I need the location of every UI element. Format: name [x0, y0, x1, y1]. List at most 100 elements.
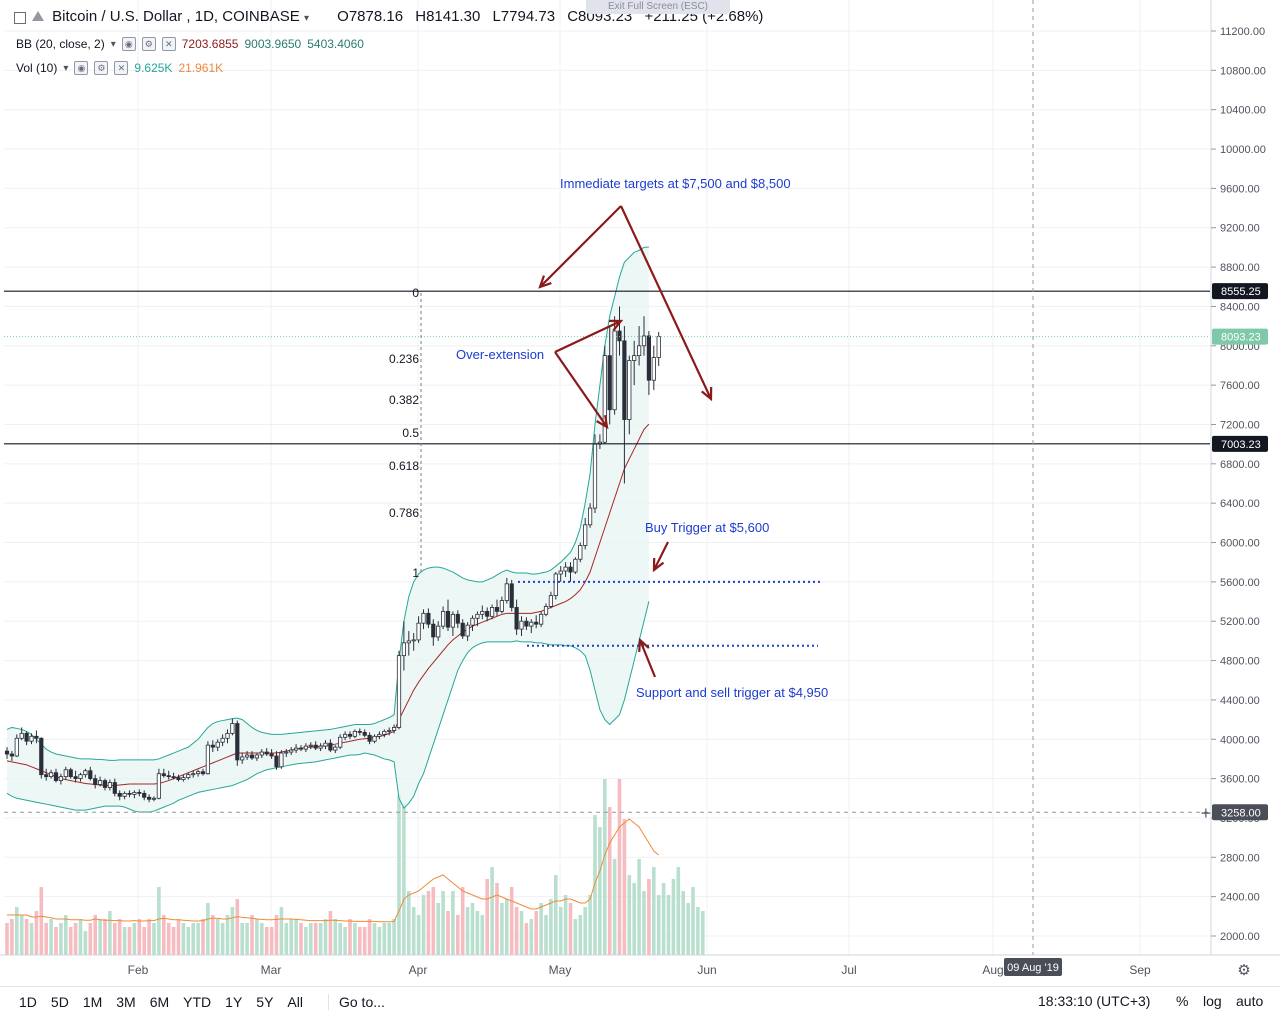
time-tick-label: Apr	[409, 963, 428, 977]
volume-bar	[122, 927, 127, 955]
volume-bar	[431, 887, 436, 955]
candle-body	[117, 792, 122, 797]
candle-body	[137, 791, 142, 794]
candle-body	[539, 613, 544, 625]
chevron-down-icon[interactable]: ▾	[110, 38, 116, 50]
candle-body	[632, 355, 637, 361]
vol-indicator-name[interactable]: Vol (10)	[16, 61, 58, 75]
price-axis: 11200.00 10800.00 10400.00 10000.00 9600.00 9…	[1200, 0, 1280, 955]
gear-icon[interactable]: ⚙	[1237, 961, 1250, 979]
candle-body	[34, 735, 39, 739]
time-tick-label: May	[549, 963, 572, 977]
volume-bar	[612, 859, 617, 955]
candle-body	[470, 617, 475, 626]
candle-body	[455, 613, 460, 624]
volume-bar	[299, 923, 303, 955]
range-button-1m[interactable]: 1M	[82, 994, 103, 1010]
candle-body	[289, 749, 294, 753]
candle-body	[602, 355, 607, 443]
candle-body	[279, 752, 284, 768]
volume-bar	[152, 923, 156, 955]
volume-bar	[681, 891, 685, 955]
candle-body	[637, 345, 642, 357]
exit-fullscreen-button[interactable]: Exit Full Screen (ESC)	[586, 0, 730, 14]
candle-body	[421, 612, 426, 624]
eye-icon[interactable]: ◉	[74, 61, 89, 75]
candle-body	[9, 753, 14, 757]
time-tick-label: Feb	[128, 963, 149, 977]
time-tick-label: Jun	[697, 963, 716, 977]
candle-body	[44, 774, 49, 778]
price-label-box	[1212, 435, 1268, 452]
volume-bar	[353, 923, 357, 955]
volume-bar	[117, 919, 122, 955]
close-icon[interactable]: ✕	[114, 61, 129, 75]
range-button-1y[interactable]: 1Y	[225, 994, 243, 1010]
volume-bar	[465, 907, 470, 955]
candle-body	[240, 756, 245, 761]
range-button-6m[interactable]: 6M	[149, 994, 170, 1010]
bb-indicator-name[interactable]: BB (20, close, 2)	[16, 37, 105, 51]
symbol-title[interactable]: Bitcoin / U.S. Dollar	[52, 8, 183, 25]
volume-bar	[554, 875, 558, 955]
volume-bar	[333, 919, 338, 955]
volume-bar	[304, 927, 308, 955]
candle-body	[529, 621, 534, 627]
exchange: COINBASE	[222, 8, 300, 25]
candle-body	[519, 620, 524, 630]
chevron-down-icon[interactable]: ▾	[63, 62, 69, 74]
volume-bar	[568, 903, 573, 955]
range-button-3m[interactable]: 3M	[116, 994, 136, 1010]
clock[interactable]: 18:33:10 (UTC+3)	[1038, 993, 1151, 1009]
candlestick-series	[4, 306, 661, 803]
candle-body	[480, 610, 485, 615]
range-button-all[interactable]: All	[287, 994, 303, 1010]
eye-icon[interactable]: ◉	[121, 37, 136, 51]
candle-body	[107, 782, 112, 788]
volume-bar	[402, 803, 406, 955]
candle-body	[73, 776, 78, 780]
volume-bar	[637, 859, 641, 955]
candle-body	[200, 771, 206, 775]
volume-bar	[196, 923, 200, 955]
volume-bar	[470, 903, 475, 955]
volume-bar	[78, 919, 83, 955]
close-icon[interactable]: ✕	[161, 37, 176, 51]
price-tick-label: 2400.00	[1220, 892, 1260, 904]
price-tick-label: 8400.00	[1220, 301, 1260, 313]
price-chart[interactable]: 0 0.236 0.382 0.5 0.618 0.786 1 Immediate targe…	[0, 0, 1280, 986]
price-label: 3258.00	[1221, 807, 1261, 819]
candle-body	[489, 607, 495, 617]
settings-icon[interactable]: ⚙	[94, 61, 109, 75]
volume-bar	[647, 879, 651, 955]
range-button-5y[interactable]: 5Y	[256, 994, 274, 1010]
candle-body	[171, 776, 176, 779]
range-button-5d[interactable]: 5D	[50, 994, 69, 1010]
interval[interactable]: 1D	[194, 8, 214, 25]
percent-scale-button[interactable]: %	[1176, 993, 1189, 1009]
volume-bar	[127, 927, 132, 955]
price-tick-label: 10000.00	[1220, 144, 1266, 156]
support-annotation: Support and sell trigger at $4,950	[636, 685, 828, 700]
candle-body	[102, 780, 108, 788]
range-button-1d[interactable]: 1D	[19, 994, 37, 1010]
bb-upper-value: 9003.9650	[244, 37, 302, 51]
settings-icon[interactable]: ⚙	[141, 37, 156, 51]
candle-body	[313, 744, 318, 749]
candle-body	[4, 750, 10, 755]
volume-bar	[598, 827, 602, 955]
collapse-legend-icon[interactable]	[14, 12, 26, 24]
candle-body	[210, 744, 215, 748]
range-button-ytd[interactable]: YTD	[183, 994, 212, 1010]
support-arrow	[638, 639, 657, 678]
log-scale-button[interactable]: log	[1203, 993, 1222, 1009]
candle-body	[627, 360, 632, 420]
chevron-down-icon[interactable]: ▾	[303, 13, 309, 24]
symbol-icon	[32, 11, 44, 21]
time-axis: Feb Mar Apr May Jun Jul Aug Sep 09 Aug '19 ⚙	[0, 954, 1280, 979]
price-tick-label: 6800.00	[1220, 459, 1260, 471]
go-to-date-button[interactable]: Go to...	[327, 994, 385, 1010]
auto-scale-button[interactable]: auto	[1236, 993, 1264, 1009]
volume-bar	[411, 907, 416, 955]
targets-annotation: Immediate targets at $7,500 and $8,500	[560, 176, 791, 191]
